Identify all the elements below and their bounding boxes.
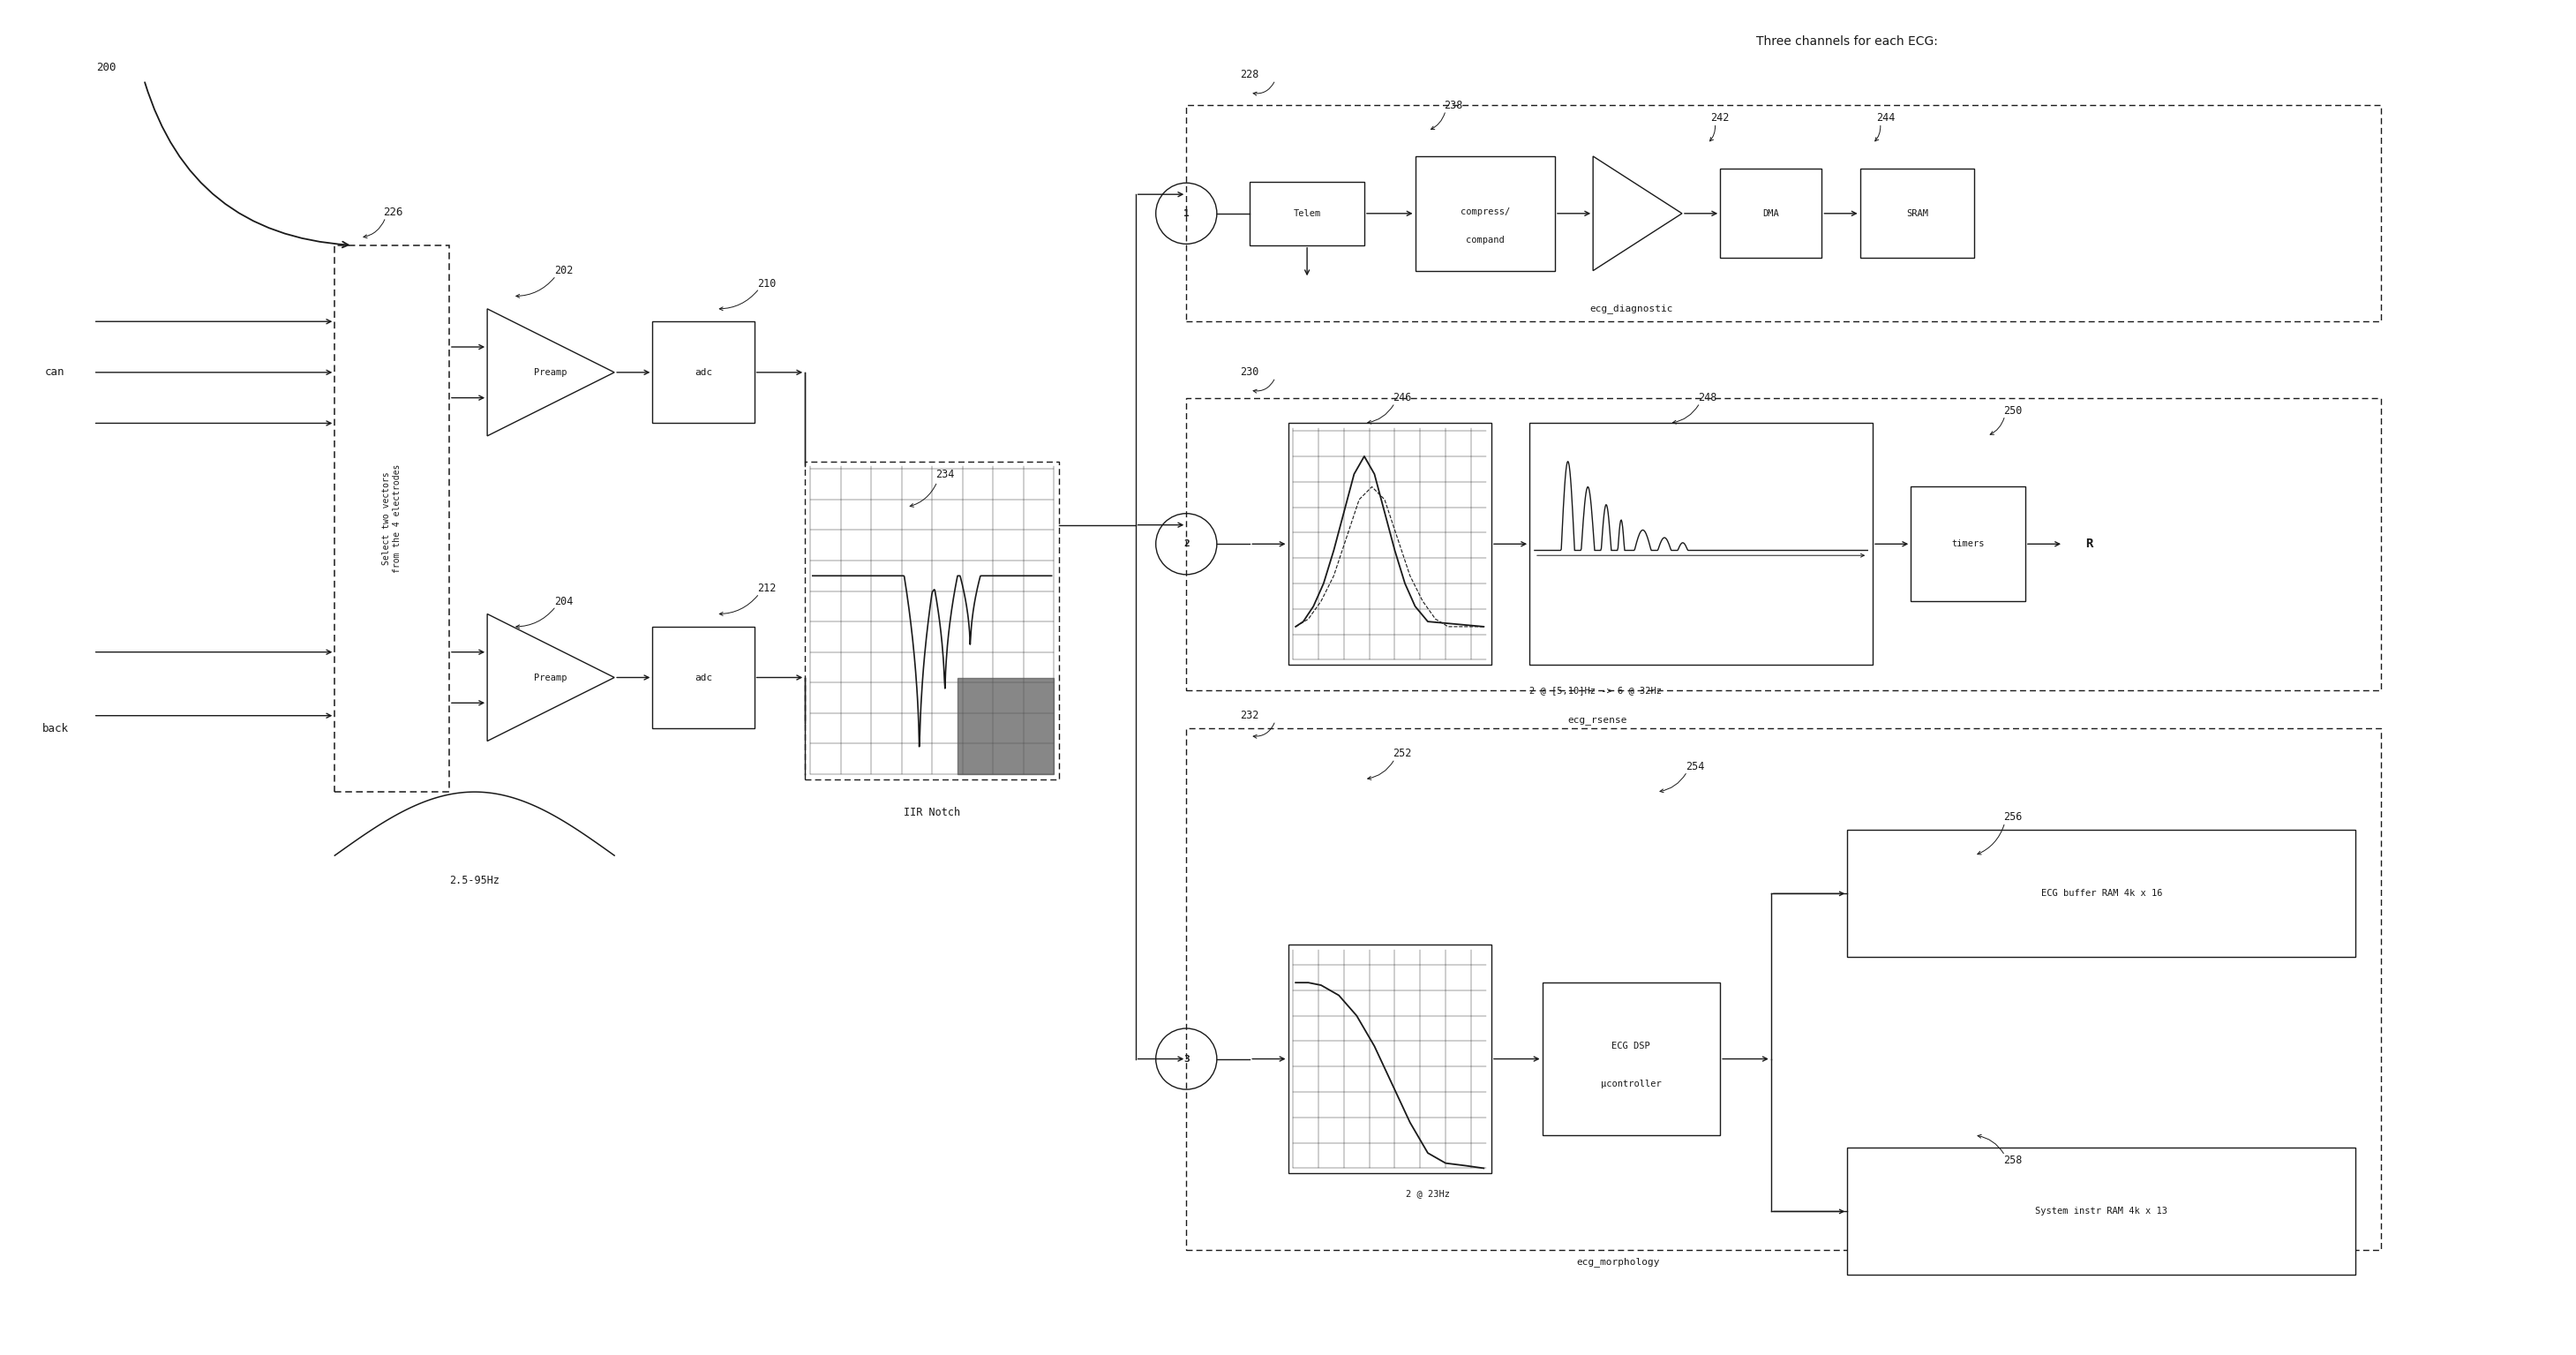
Text: 234: 234	[935, 469, 953, 480]
FancyBboxPatch shape	[806, 461, 1059, 779]
Text: DMA: DMA	[1762, 209, 1780, 218]
Text: 254: 254	[1685, 760, 1705, 772]
Text: IIR Notch: IIR Notch	[904, 806, 961, 818]
Text: 212: 212	[757, 583, 775, 595]
Text: 230: 230	[1242, 367, 1260, 378]
Text: R: R	[2084, 538, 2092, 550]
Text: 244: 244	[1875, 112, 1896, 123]
Text: can: can	[46, 367, 64, 378]
Text: Preamp: Preamp	[533, 673, 567, 682]
FancyBboxPatch shape	[1288, 423, 1492, 665]
Text: 258: 258	[2004, 1154, 2022, 1167]
Text: ECG buffer RAM 4k x 16: ECG buffer RAM 4k x 16	[2040, 889, 2161, 898]
FancyBboxPatch shape	[335, 245, 448, 791]
Text: 228: 228	[1242, 69, 1260, 80]
Text: 1: 1	[1182, 209, 1190, 218]
Text: timers: timers	[1953, 539, 1984, 549]
Text: System instr RAM 4k x 13: System instr RAM 4k x 13	[2035, 1207, 2166, 1215]
Text: back: back	[41, 722, 70, 734]
FancyBboxPatch shape	[1288, 944, 1492, 1173]
Text: 238: 238	[1443, 100, 1463, 111]
Text: Select two vectors
from the 4 electrodes: Select two vectors from the 4 electrodes	[381, 465, 402, 573]
FancyBboxPatch shape	[1860, 169, 1973, 257]
Polygon shape	[487, 309, 613, 436]
FancyBboxPatch shape	[1847, 1148, 2354, 1275]
FancyBboxPatch shape	[652, 321, 755, 423]
Text: adc: adc	[696, 673, 714, 682]
Text: compress/: compress/	[1461, 207, 1510, 217]
Text: 226: 226	[384, 206, 402, 218]
FancyBboxPatch shape	[1249, 182, 1365, 245]
Text: Three channels for each ECG:: Three channels for each ECG:	[1757, 35, 1937, 47]
Text: 210: 210	[757, 278, 775, 289]
FancyBboxPatch shape	[652, 626, 755, 729]
Text: Preamp: Preamp	[533, 369, 567, 377]
Text: 204: 204	[554, 595, 572, 607]
Text: 250: 250	[2004, 405, 2022, 416]
Text: 246: 246	[1394, 392, 1412, 404]
FancyBboxPatch shape	[1543, 982, 1721, 1135]
Text: 202: 202	[554, 266, 572, 276]
Text: μcontroller: μcontroller	[1600, 1080, 1662, 1089]
Text: ecg_diagnostic: ecg_diagnostic	[1589, 304, 1672, 313]
Text: 248: 248	[1698, 392, 1716, 404]
Text: ecg_morphology: ecg_morphology	[1577, 1257, 1659, 1267]
FancyBboxPatch shape	[1721, 169, 1821, 257]
Text: adc: adc	[696, 369, 714, 377]
Text: 2.5-95Hz: 2.5-95Hz	[448, 875, 500, 886]
Text: 252: 252	[1394, 748, 1412, 760]
FancyBboxPatch shape	[1188, 398, 2380, 690]
Text: 3: 3	[1182, 1054, 1190, 1064]
Text: 200: 200	[95, 61, 116, 73]
Polygon shape	[487, 614, 613, 741]
Text: 2 @ 23Hz: 2 @ 23Hz	[1406, 1190, 1450, 1198]
Text: ECG DSP: ECG DSP	[1613, 1042, 1651, 1050]
Polygon shape	[958, 678, 1054, 774]
Text: Telem: Telem	[1293, 209, 1321, 218]
Text: ecg_rsense: ecg_rsense	[1569, 717, 1628, 725]
Text: compand: compand	[1466, 236, 1504, 244]
Text: 2: 2	[1182, 539, 1190, 549]
FancyBboxPatch shape	[1530, 423, 1873, 665]
FancyBboxPatch shape	[1414, 156, 1556, 271]
Text: 232: 232	[1242, 710, 1260, 721]
FancyBboxPatch shape	[1188, 729, 2380, 1249]
FancyBboxPatch shape	[1188, 106, 2380, 321]
Text: 242: 242	[1710, 112, 1728, 123]
Text: 2 @ [5,10]Hz -> 6 @ 32Hz: 2 @ [5,10]Hz -> 6 @ 32Hz	[1530, 686, 1662, 695]
Text: 256: 256	[2004, 812, 2022, 822]
FancyBboxPatch shape	[1911, 486, 2025, 602]
Text: SRAM: SRAM	[1906, 209, 1929, 218]
Polygon shape	[1592, 156, 1682, 271]
FancyBboxPatch shape	[1847, 831, 2354, 957]
